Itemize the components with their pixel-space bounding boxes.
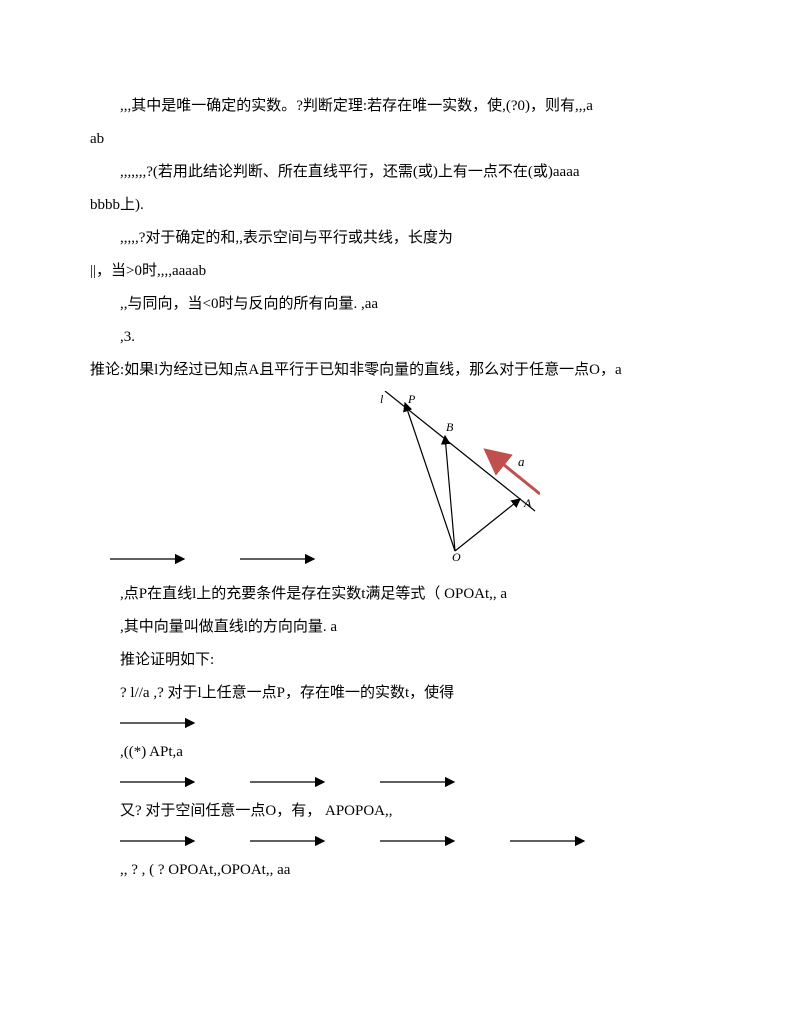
vector-arrow-icon [250,834,330,848]
svg-text:O: O [452,550,461,561]
vector-arrow-icon [110,552,190,566]
svg-text:B: B [446,420,454,434]
svg-text:l: l [380,392,384,406]
text-line: ,,与同向，当<0时与反向的所有向量. ,aa [90,288,710,321]
text-line: ,((*) APt,a [90,736,710,769]
arrow-row [120,834,710,848]
text-line: ? l//a ,? 对于l上任意一点P，存在唯一的实数t，使得 [90,677,710,710]
text-line: ,, ? , ( ? OPOAt,,OPOAt,, aa [90,854,710,887]
vector-arrow-icon [120,775,200,789]
svg-text:a: a [518,454,525,469]
vector-arrow-icon [380,775,460,789]
text-line: ,,,,,?对于确定的和,,表示空间与平行或共线，长度为 [90,222,710,255]
text-line: ,,,,,,,?(若用此结论判断、所在直线平行，还需(或)上有一点不在(或)aa… [90,156,710,189]
text-line: 推论证明如下: [90,644,710,677]
text-line: 推论:如果l为经过已知点A且平行于已知非零向量的直线，那么对于任意一点O，a [90,354,710,387]
vector-arrow-icon [120,834,200,848]
arrow-row [120,775,710,789]
arrow-row [120,716,710,730]
triangle-diagram: O A B P l a [350,391,540,574]
text-line: ||，当>0时,,,,aaaab [90,255,710,288]
svg-text:A: A [523,496,532,510]
text-line: ,,,其中是唯一确定的实数。?判断定理:若存在唯一实数，使,(?0)，则有,,,… [90,90,710,123]
text-line: bbbb上). [90,189,710,222]
text-line: ,其中向量叫做直线l的方向向量. a [90,611,710,644]
geometry-figure: O A B P l a [350,391,540,561]
text-line: 又? 对于空间任意一点O，有， APOPOA,, [90,795,710,828]
text-line: ,3. [90,321,710,354]
vector-arrow-icon [240,552,320,566]
vector-arrow-icon [380,834,460,848]
text-line: ,点P在直线l上的充要条件是存在实数t满足等式（ OPOAt,, a [90,578,710,611]
svg-text:P: P [407,392,416,406]
vector-arrow-icon [120,716,200,730]
vector-arrow-icon [250,775,330,789]
document-page: ,,,其中是唯一确定的实数。?判断定理:若存在唯一实数，使,(?0)，则有,,,… [0,0,800,1036]
text-line: ab [90,123,710,156]
vector-arrow-icon [510,834,590,848]
diagram-row: O A B P l a [90,391,710,574]
